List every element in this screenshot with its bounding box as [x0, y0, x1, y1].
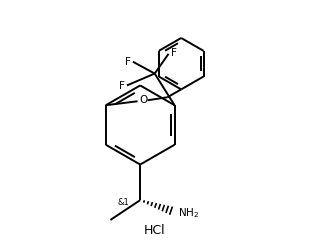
Text: &1: &1 [118, 198, 129, 207]
Text: F: F [125, 57, 131, 67]
Text: F: F [171, 48, 176, 58]
Text: NH$_2$: NH$_2$ [178, 206, 199, 220]
Text: F: F [119, 81, 125, 92]
Text: O: O [140, 95, 148, 105]
Text: HCl: HCl [144, 224, 166, 237]
